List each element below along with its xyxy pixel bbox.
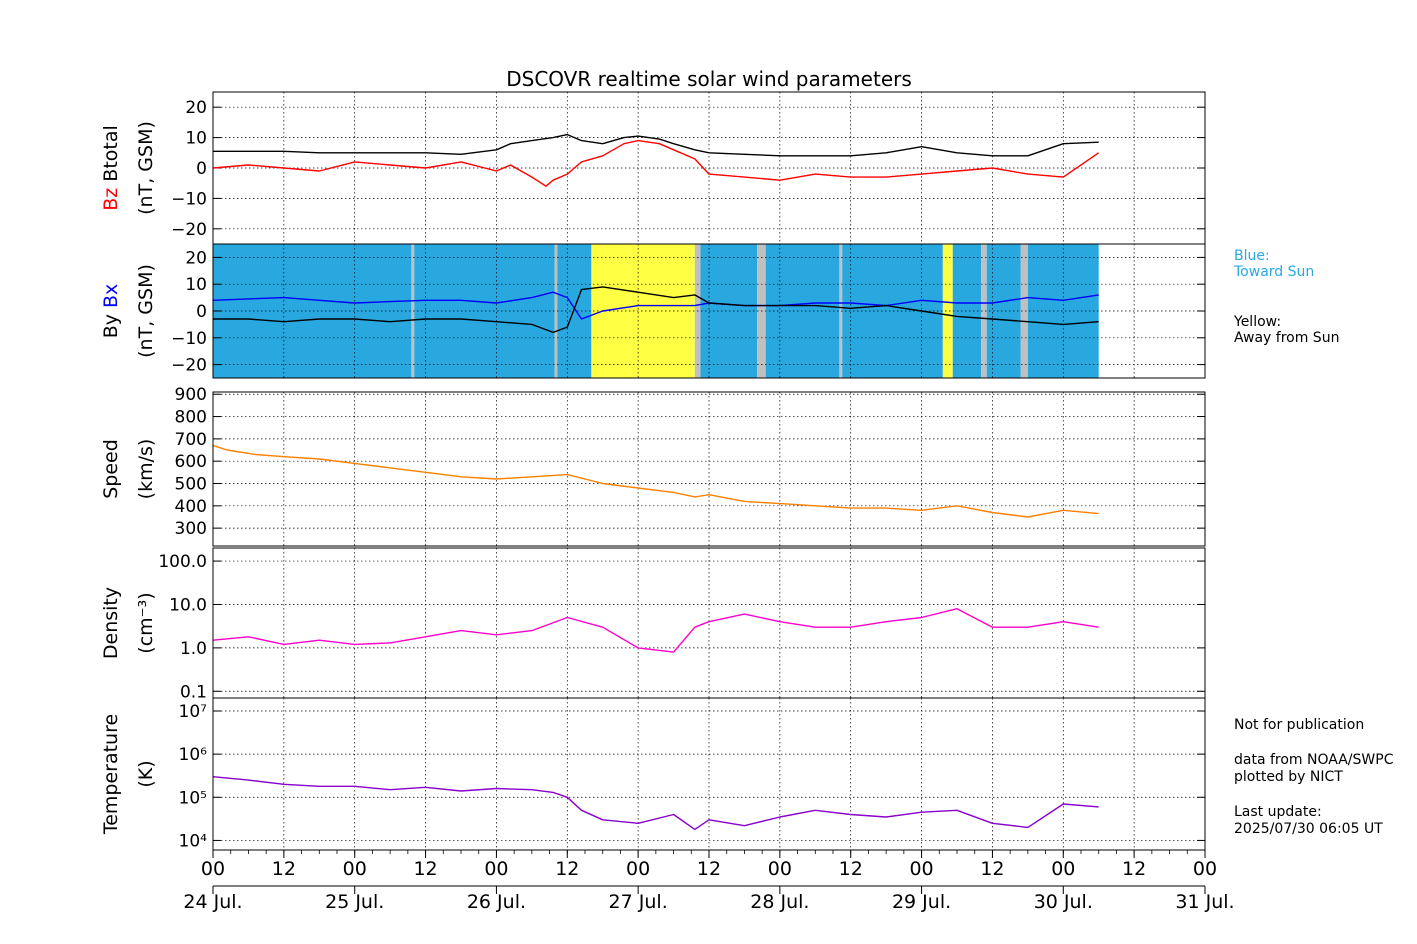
- ytick-label: 10⁶: [179, 745, 208, 765]
- ytick-label: 1.0: [180, 639, 207, 659]
- sector-gap: [981, 244, 987, 378]
- ylabel-mag-xy: By Bx: [100, 284, 122, 339]
- series-density: [212, 608, 1099, 653]
- xtick-label: 12: [697, 858, 721, 880]
- ylabel-mag-total: Bz Btotal: [100, 125, 122, 211]
- xtick-label: 00: [484, 858, 508, 880]
- xtick-label: 12: [1122, 858, 1146, 880]
- panel-density: 0.1 1.0 10.0 100.0 Density (cm⁻³): [100, 547, 1206, 702]
- ytick-label: 10⁷: [179, 702, 208, 722]
- sector-toward: [765, 244, 840, 378]
- ytick-label: −10: [171, 329, 207, 349]
- chart-title: DSCOVR realtime solar wind parameters: [506, 67, 912, 91]
- ytick-label: 800: [175, 408, 207, 428]
- ytick-label: 10: [185, 275, 207, 295]
- ytick-label: 10.0: [169, 595, 207, 615]
- ytick-label: −20: [171, 356, 207, 376]
- ylabel-unit: (K): [135, 760, 157, 787]
- date-label: 31 Jul.: [1175, 891, 1234, 913]
- series-bz: [212, 139, 1100, 187]
- ylabel-part: By: [100, 314, 122, 338]
- publication-notice: Not for publication: [1234, 717, 1365, 733]
- ytick-label: 300: [175, 519, 207, 539]
- ytick-label: 20: [185, 98, 207, 118]
- xtick-label: 12: [555, 858, 579, 880]
- panel-mag-xy: −20 −10 0 10 20 By Bx (nT, GSM): [100, 243, 1206, 379]
- ytick-label: 10⁴: [179, 831, 208, 851]
- legend-away-from-sun: Yellow: Away from Sun: [1234, 314, 1340, 346]
- last-update-value: 2025/07/30 06:05 UT: [1234, 821, 1383, 837]
- ylabel-part: Density: [100, 587, 122, 659]
- plotted-by-note: plotted by NICT: [1234, 769, 1343, 785]
- xtick-label: 12: [413, 858, 437, 880]
- ylabel-unit: (nT, GSM): [135, 264, 157, 358]
- series-by: [213, 286, 1099, 334]
- ytick-label: 10: [185, 129, 207, 149]
- sector-toward: [1027, 244, 1099, 378]
- ytick-label: 0: [196, 159, 207, 179]
- series-btotal: [213, 133, 1099, 157]
- xtick-label: 00: [343, 858, 367, 880]
- ytick-label: −20: [171, 220, 207, 240]
- ylabel-temperature: Temperature: [100, 714, 122, 835]
- ylabel-part: Temperature: [100, 714, 122, 835]
- ytick-label: 600: [175, 452, 207, 472]
- date-label: 26 Jul.: [467, 891, 526, 913]
- date-label: 30 Jul.: [1034, 891, 1093, 913]
- xtick-label: 12: [272, 858, 296, 880]
- ytick-label: 100.0: [158, 552, 207, 572]
- ytick-label: 700: [175, 430, 207, 450]
- data-source-note: data from NOAA/SWPC: [1234, 752, 1394, 768]
- panel-frame: [212, 243, 1206, 379]
- ylabel-part: Bx: [100, 284, 122, 314]
- ylabel-part: Bz: [100, 188, 122, 211]
- series-temperature: [212, 776, 1099, 831]
- ytick-label: 0: [196, 302, 207, 322]
- ytick-label: 10⁵: [179, 788, 207, 808]
- ytick-label: 400: [175, 497, 207, 517]
- sector-away: [942, 244, 953, 378]
- series-bx: [212, 291, 1099, 320]
- ylabel-density: Density: [100, 587, 122, 659]
- ytick-label: 900: [175, 385, 207, 405]
- xtick-label: 00: [626, 858, 650, 880]
- ytick-label: 20: [185, 248, 207, 268]
- ylabel-unit: (nT, GSM): [135, 121, 157, 215]
- legend-toward-sun: Blue: Toward Sun: [1234, 248, 1315, 280]
- xtick-label: 00: [909, 858, 933, 880]
- panel-frame: [212, 391, 1206, 547]
- x-axis: 00 12 00 12 00 12 00 12 00 12 00 12 00 12 00 24 Jul. 25 …: [183, 850, 1235, 913]
- last-update-label: Last update:: [1234, 804, 1322, 820]
- sector-toward: [986, 244, 1021, 378]
- ylabel-part: Speed: [100, 439, 122, 499]
- date-label: 28 Jul.: [750, 891, 809, 913]
- sector-gap: [1020, 244, 1028, 378]
- ytick-label: −10: [171, 189, 207, 209]
- ytick-label: 500: [175, 475, 207, 495]
- ylabel-unit: (cm⁻³): [135, 592, 157, 653]
- ylabel-part: Btotal: [100, 125, 122, 188]
- date-label: 24 Jul.: [183, 891, 242, 913]
- panel-mag-total: −20 −10 0 10 20 Bz Btotal (nT, GSM): [100, 91, 1206, 245]
- sector-gap: [411, 244, 415, 378]
- panel-temperature: 10⁴ 10⁵ 10⁶ 10⁷ Temperature (K): [100, 697, 1206, 851]
- series-speed: [212, 444, 1099, 518]
- xtick-label: 00: [1051, 858, 1075, 880]
- xtick-label: 12: [980, 858, 1004, 880]
- xtick-label: 00: [201, 858, 225, 880]
- date-label: 25 Jul.: [325, 891, 384, 913]
- ylabel-speed: Speed: [100, 439, 122, 499]
- xtick-label: 12: [839, 858, 863, 880]
- sector-gap: [839, 244, 843, 378]
- ytick-label: 0.1: [180, 682, 207, 702]
- date-label: 29 Jul.: [892, 891, 951, 913]
- xtick-label: 00: [1193, 858, 1217, 880]
- date-label: 27 Jul.: [609, 891, 668, 913]
- xtick-label: 00: [768, 858, 792, 880]
- ylabel-unit: (km/s): [135, 439, 157, 500]
- sector-gap: [554, 244, 558, 378]
